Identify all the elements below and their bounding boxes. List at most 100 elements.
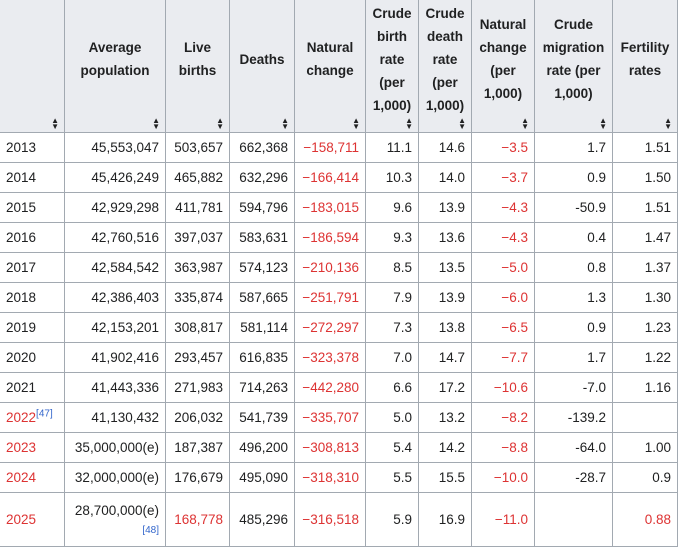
sort-icon[interactable]: ▲ ▼ — [152, 116, 160, 131]
natural-change-rate-cell: −11.0 — [471, 492, 535, 547]
sort-icon[interactable]: ▲ ▼ — [281, 116, 289, 131]
death-rate-cell: 16.9 — [418, 492, 472, 547]
natural-change-rate-cell: −8.2 — [471, 402, 535, 433]
header-label-line: 1,000) — [372, 97, 412, 113]
birth-rate-cell: 5.9 — [365, 492, 419, 547]
average-population-header[interactable]: Average population ▲ ▼ — [64, 0, 166, 133]
header-label-line: change — [479, 40, 527, 55]
death-rate-cell: 13.5 — [418, 252, 472, 283]
migration-rate-cell: -64.0 — [534, 432, 613, 463]
natural-change-rate-cell: −8.8 — [471, 432, 535, 463]
sort-icon[interactable]: ▲ ▼ — [216, 116, 224, 131]
year-label: 2019 — [6, 320, 37, 335]
crude-migration-rate-header[interactable]: Crude migration rate (per 1,000) ▲ ▼ — [534, 0, 613, 133]
births-cell: 363,987 — [165, 252, 230, 283]
birth-rate-cell: 7.0 — [365, 342, 419, 373]
year-cell: 2017 — [0, 252, 65, 283]
fertility-rate-cell: 1.30 — [612, 282, 678, 313]
header-label-line: population — [80, 63, 150, 78]
deaths-cell: 574,123 — [229, 252, 295, 283]
natural-change-per-1000-header[interactable]: Natural change (per 1,000) ▲ ▼ — [471, 0, 535, 133]
natural-change-header[interactable]: Natural change ▲ ▼ — [294, 0, 366, 133]
fertility-rate-cell: 0.88 — [612, 492, 678, 547]
sort-icon[interactable]: ▲ ▼ — [352, 116, 360, 131]
death-rate-cell: 13.8 — [418, 312, 472, 343]
header-label-line: Fertility — [620, 40, 670, 55]
deaths-cell: 495,090 — [229, 462, 295, 493]
year-label: 2013 — [6, 140, 37, 155]
year-cell: 2014 — [0, 162, 65, 193]
header-label-line: (per — [490, 63, 516, 78]
deaths-cell: 541,739 — [229, 402, 295, 433]
year-label: 2016 — [6, 230, 37, 245]
year-cell: 2025 — [0, 492, 65, 547]
natural-change-cell: −166,414 — [294, 162, 366, 193]
year-label: 2023 — [6, 440, 37, 455]
header-label-line: Live — [183, 40, 211, 55]
deaths-header[interactable]: Deaths ▲ ▼ — [229, 0, 295, 133]
citation-link[interactable]: [47] — [36, 408, 53, 420]
live-births-header[interactable]: Live births ▲ ▼ — [165, 0, 230, 133]
population-cell: 32,000,000(e) — [64, 462, 166, 493]
sort-icon[interactable]: ▲ ▼ — [51, 116, 59, 131]
table-row: 2017 42,584,542 363,987 574,123 −210,136 8.5 1… — [0, 252, 678, 283]
population-value: 28,700,000(e) — [74, 502, 159, 518]
death-rate-cell: 13.9 — [418, 282, 472, 313]
sort-icon[interactable]: ▲ ▼ — [458, 116, 466, 131]
deaths-cell: 632,296 — [229, 162, 295, 193]
death-rate-cell: 14.7 — [418, 342, 472, 373]
year-header[interactable]: ▲ ▼ — [0, 0, 65, 133]
year-cell: 2015 — [0, 192, 65, 223]
natural-change-rate-cell: −10.6 — [471, 372, 535, 403]
population-cell: 45,426,249 — [64, 162, 166, 193]
sort-icon[interactable]: ▲ ▼ — [405, 116, 413, 131]
header-label-line: rate (per — [546, 63, 601, 78]
sort-icon[interactable]: ▲ ▼ — [664, 116, 672, 131]
birth-rate-cell: 7.9 — [365, 282, 419, 313]
header-label-line: migration — [542, 40, 605, 55]
year-label: 2018 — [6, 290, 37, 305]
citation-link[interactable]: [48] — [142, 524, 159, 536]
migration-rate-cell: 0.4 — [534, 222, 613, 253]
natural-change-rate-cell: −5.0 — [471, 252, 535, 283]
death-rate-cell: 13.2 — [418, 402, 472, 433]
header-label-line: rates — [628, 63, 662, 78]
table-row: 2020 41,902,416 293,457 616,835 −323,378 7.0 1… — [0, 342, 678, 373]
migration-rate-cell: 0.9 — [534, 162, 613, 193]
fertility-rate-cell: 0.9 — [612, 462, 678, 493]
deaths-cell: 496,200 — [229, 432, 295, 463]
year-cell: 2016 — [0, 222, 65, 253]
fertility-rates-header[interactable]: Fertility rates ▲ ▼ — [612, 0, 678, 133]
header-label-line: Crude — [425, 5, 465, 21]
year-label: 2020 — [6, 350, 37, 365]
population-cell: 42,386,403 — [64, 282, 166, 313]
table-body: 2013 45,553,047 503,657 662,368 −158,711 11.1… — [0, 132, 678, 547]
fertility-rate-cell: 1.22 — [612, 342, 678, 373]
table-row: 2013 45,553,047 503,657 662,368 −158,711 11.1… — [0, 132, 678, 163]
sort-icon[interactable]: ▲ ▼ — [599, 116, 607, 131]
crude-death-rate-header[interactable]: Crude death rate (per 1,000) ▲ ▼ — [418, 0, 472, 133]
death-rate-cell: 13.9 — [418, 192, 472, 223]
header-label-line: 1,000) — [554, 86, 593, 101]
births-cell: 308,817 — [165, 312, 230, 343]
birth-rate-cell: 5.0 — [365, 402, 419, 433]
migration-rate-cell: -7.0 — [534, 372, 613, 403]
header-label-line: Deaths — [239, 51, 285, 67]
crude-birth-rate-header[interactable]: Crude birth rate (per 1,000) ▲ ▼ — [365, 0, 419, 133]
migration-rate-cell: 0.9 — [534, 312, 613, 343]
sort-icon[interactable]: ▲ ▼ — [521, 116, 529, 131]
births-cell: 206,032 — [165, 402, 230, 433]
header-label-line: death — [426, 28, 463, 44]
deaths-cell: 485,296 — [229, 492, 295, 547]
births-cell: 176,679 — [165, 462, 230, 493]
natural-change-rate-cell: −4.3 — [471, 222, 535, 253]
natural-change-rate-cell: −3.7 — [471, 162, 535, 193]
natural-change-cell: −442,280 — [294, 372, 366, 403]
table-row: 2021 41,443,336 271,983 714,263 −442,280 6.6 1… — [0, 372, 678, 403]
header-label-line: Average — [88, 40, 142, 55]
table-row: 2015 42,929,298 411,781 594,796 −183,015 9.6 1… — [0, 192, 678, 223]
natural-change-rate-cell: −7.7 — [471, 342, 535, 373]
births-cell: 293,457 — [165, 342, 230, 373]
migration-rate-cell: -28.7 — [534, 462, 613, 493]
